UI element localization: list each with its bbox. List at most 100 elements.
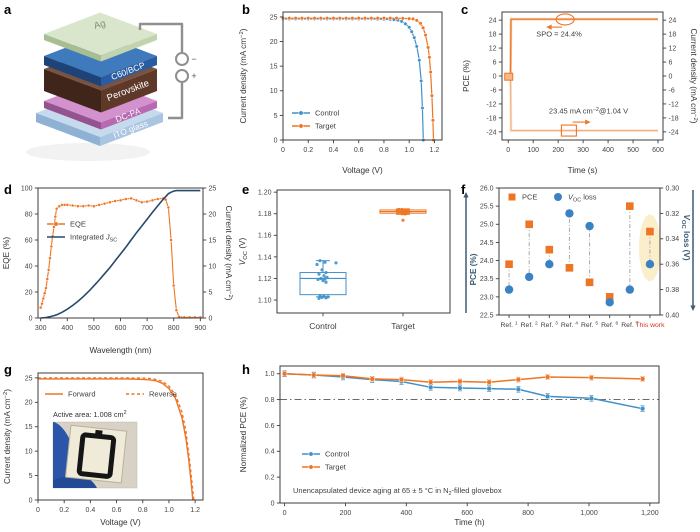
panel-letter-f: f [461, 182, 466, 197]
svg-text:600: 600 [652, 147, 664, 154]
svg-text:Normalized PCE (%): Normalized PCE (%) [239, 396, 248, 472]
svg-text:1.0: 1.0 [265, 371, 275, 378]
svg-text:300: 300 [35, 325, 47, 332]
svg-text:0.30: 0.30 [666, 185, 680, 192]
svg-text:-12: -12 [486, 101, 496, 108]
svg-text:-6: -6 [669, 87, 675, 94]
svg-text:0.40: 0.40 [666, 312, 680, 319]
svg-text:Time (s): Time (s) [568, 166, 598, 175]
svg-text:1.14: 1.14 [258, 254, 272, 261]
svg-text:0.38: 0.38 [666, 287, 680, 294]
svg-text:1,200: 1,200 [641, 510, 659, 517]
svg-text:+: + [191, 71, 196, 81]
svg-text:20: 20 [25, 289, 33, 296]
svg-text:23.5: 23.5 [480, 276, 494, 283]
svg-text:10: 10 [209, 263, 217, 270]
svg-text:Target: Target [315, 122, 337, 131]
svg-text:Current density (mA cm−2): Current density (mA cm−2) [224, 206, 233, 301]
svg-text:Forward: Forward [68, 390, 96, 399]
svg-text:300: 300 [577, 147, 589, 154]
svg-text:0.2: 0.2 [303, 147, 313, 154]
svg-text:600: 600 [461, 510, 473, 517]
svg-text:0.4: 0.4 [86, 507, 96, 514]
svg-text:25.0: 25.0 [480, 222, 494, 229]
svg-text:0: 0 [493, 73, 497, 80]
svg-text:24: 24 [489, 18, 497, 25]
svg-text:0.32: 0.32 [666, 211, 680, 218]
panel-letter-e: e [242, 182, 250, 197]
svg-text:25.5: 25.5 [480, 204, 494, 211]
svg-text:Current density (mA cm−2): Current density (mA cm−2) [239, 28, 248, 123]
svg-text:25: 25 [25, 375, 33, 382]
svg-text:Current density (mA cm−2): Current density (mA cm−2) [689, 29, 698, 124]
svg-text:15: 15 [209, 237, 217, 244]
svg-text:-12: -12 [669, 101, 679, 108]
svg-text:Ref. 4: Ref. 4 [561, 320, 578, 329]
svg-text:15: 15 [25, 424, 33, 431]
svg-text:600: 600 [115, 325, 127, 332]
svg-text:0.34: 0.34 [666, 236, 680, 243]
svg-text:23.0: 23.0 [480, 294, 494, 301]
svg-text:500: 500 [88, 325, 100, 332]
svg-text:0.6: 0.6 [265, 423, 275, 430]
svg-text:−: − [191, 54, 196, 64]
svg-text:0: 0 [209, 315, 213, 322]
svg-text:24.5: 24.5 [480, 240, 494, 247]
svg-text:5: 5 [209, 289, 213, 296]
svg-text:20: 20 [209, 211, 217, 218]
svg-text:100: 100 [527, 147, 539, 154]
svg-text:VOC loss: VOC loss [568, 193, 597, 204]
svg-text:0.2: 0.2 [265, 475, 275, 482]
stability-chart: 0 200 400 600 800 1,000 1,200 0 0.2 0.4 0.6 0.8 1.0 T… [235, 360, 700, 532]
svg-text:0.36: 0.36 [666, 262, 680, 269]
svg-text:12: 12 [669, 45, 677, 52]
svg-text:Ref. 5: Ref. 5 [581, 320, 598, 329]
svg-text:Time (h): Time (h) [454, 518, 484, 527]
svg-text:20: 20 [270, 39, 278, 46]
panel-letter-d: d [4, 182, 12, 197]
svg-text:0.2: 0.2 [59, 507, 69, 514]
svg-text:24.0: 24.0 [480, 258, 494, 265]
svg-text:800: 800 [522, 510, 534, 517]
svg-text:PCE: PCE [522, 193, 537, 202]
svg-text:0.8: 0.8 [138, 507, 148, 514]
svg-text:6: 6 [669, 59, 673, 66]
svg-text:18: 18 [489, 32, 497, 39]
svg-text:60: 60 [25, 237, 33, 244]
svg-text:0: 0 [274, 137, 278, 144]
device-stack-diagram: ITO glass DC-PA Perovskite C60/BCP Ag − + [0, 0, 235, 180]
svg-text:0: 0 [271, 500, 275, 507]
svg-text:-24: -24 [669, 129, 679, 136]
svg-text:PCE (%): PCE (%) [469, 253, 478, 285]
svg-text:0.4: 0.4 [265, 449, 275, 456]
svg-text:0.6: 0.6 [112, 507, 122, 514]
svg-text:22.5: 22.5 [480, 312, 494, 319]
svg-text:-6: -6 [490, 87, 496, 94]
svg-text:5: 5 [29, 473, 33, 480]
svg-text:0: 0 [669, 73, 673, 80]
svg-text:200: 200 [552, 147, 564, 154]
svg-text:1.12: 1.12 [258, 276, 272, 283]
svg-text:0.8: 0.8 [265, 397, 275, 404]
svg-text:1.16: 1.16 [258, 233, 272, 240]
svg-text:0: 0 [283, 510, 287, 517]
svg-text:200: 200 [340, 510, 352, 517]
svg-text:1.2: 1.2 [190, 507, 200, 514]
svg-text:Ref. 3: Ref. 3 [541, 320, 558, 329]
svg-text:1.10: 1.10 [258, 297, 272, 304]
svg-text:900: 900 [194, 325, 206, 332]
svg-text:700: 700 [141, 325, 153, 332]
panel-letter-c: c [461, 2, 469, 17]
svg-text:25: 25 [209, 185, 217, 192]
svg-text:Voltage (V): Voltage (V) [100, 518, 141, 527]
svg-text:Voltage (V): Voltage (V) [342, 166, 383, 175]
svg-text:10: 10 [270, 88, 278, 95]
svg-text:This work: This work [635, 322, 665, 329]
svg-text:1.20: 1.20 [258, 190, 272, 197]
svg-text:26.0: 26.0 [480, 185, 494, 192]
svg-text:500: 500 [627, 147, 639, 154]
svg-text:Ref. 7: Ref. 7 [621, 320, 638, 329]
panel-letter-a: a [4, 2, 12, 17]
svg-text:6: 6 [493, 59, 497, 66]
svg-text:1.18: 1.18 [258, 211, 272, 218]
